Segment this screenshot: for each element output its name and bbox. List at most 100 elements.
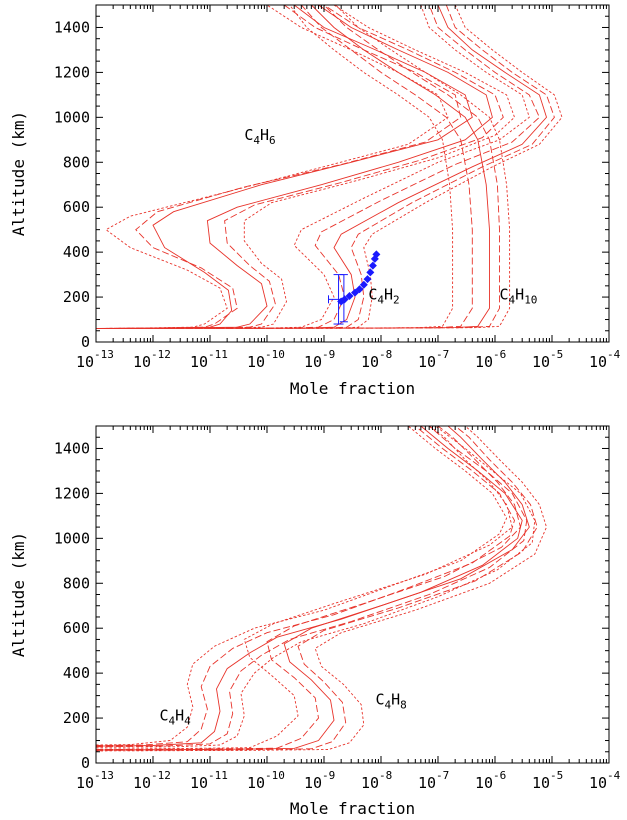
series-line-c4h2-solid-7 <box>96 5 547 329</box>
y-axis-label: Altitude (km) <box>9 111 28 236</box>
x-tick-label: 10 <box>304 353 322 371</box>
y-tick-label: 400 <box>63 664 90 682</box>
x-tick-label: 10 <box>475 774 493 792</box>
x-axis-label: Mole fraction <box>290 379 415 398</box>
series-line-c4h8-solid-6 <box>96 426 529 750</box>
y-tick-label: 800 <box>63 153 90 171</box>
plot-frame <box>96 426 609 763</box>
x-tick-label: 10 <box>190 353 208 371</box>
formula-text: C <box>244 126 253 144</box>
y-tick-label: 0 <box>81 754 90 772</box>
y-tick-label: 0 <box>81 333 90 351</box>
species-label-c4h4: C4H4 <box>159 706 191 727</box>
subscript: 2 <box>393 293 400 306</box>
y-tick-label: 1000 <box>54 108 90 126</box>
series-line-c4h10-dashed-14 <box>96 5 500 329</box>
x-tick-label: 10 <box>133 353 151 371</box>
series-line-c4h10-dotted-16 <box>96 5 510 329</box>
species-label-c4h8: C4H8 <box>375 691 406 712</box>
species-label-c4h10: C4H10 <box>500 285 538 306</box>
x-axis-label: Mole fraction <box>290 799 415 818</box>
y-tick-label: 200 <box>63 709 90 727</box>
tick-marks <box>96 426 609 763</box>
y-tick-label: 600 <box>63 619 90 637</box>
y-tick-label: 1400 <box>54 439 90 457</box>
series-line-c4h2-dashed-9 <box>96 5 554 329</box>
series-line-c4h2-dotted-11 <box>96 5 562 329</box>
x-tick-label: 10 <box>76 353 94 371</box>
series-line-c4h6-solid-2 <box>96 5 492 329</box>
series-line-c4h6-dotted-6 <box>96 5 515 329</box>
series-line-c4h10-dotted-15 <box>96 5 453 329</box>
observation-point-9 <box>369 262 377 270</box>
series-line-c4h10-dashed-13 <box>96 5 472 329</box>
series-line-c4h6-dashed-4 <box>96 5 503 329</box>
y-tick-label: 1000 <box>54 529 90 547</box>
series-group <box>96 426 547 751</box>
x-tick-label: 10 <box>361 774 379 792</box>
x-tick-exponent: -11 <box>208 769 228 782</box>
formula-text: H <box>391 691 400 709</box>
x-tick-exponent: -4 <box>607 348 621 361</box>
series-line-c4h4-dashed-2 <box>96 426 515 746</box>
x-tick-exponent: -7 <box>436 769 449 782</box>
formula-text: H <box>384 285 393 303</box>
x-tick-label: 10 <box>133 774 151 792</box>
formula-text: C <box>159 706 168 724</box>
x-tick-exponent: -9 <box>322 769 335 782</box>
x-tick-exponent: -10 <box>265 769 285 782</box>
series-line-c4h8-dotted-9 <box>96 426 512 749</box>
species-label-c4h2: C4H2 <box>368 285 399 306</box>
subscript: 10 <box>524 293 537 306</box>
subscript: 6 <box>269 134 276 147</box>
y-tick-label: 1200 <box>54 63 90 81</box>
x-tick-label: 10 <box>532 774 550 792</box>
chart-panel-2: 10 -13 10 -12 10 -11 10 -10 10 -9 10 -8 10 -7 10 -6 10 -5… <box>9 426 621 818</box>
chart-panel-1: 10 -13 10 -12 10 -11 10 -10 10 -9 10 -8 10 -7 10 -6 10 -5… <box>9 5 621 398</box>
x-tick-label: 10 <box>475 353 493 371</box>
series-line-c4h4-dotted-4 <box>96 426 507 745</box>
x-tick-exponent: -12 <box>151 769 171 782</box>
x-tick-exponent: -8 <box>379 769 392 782</box>
y-tick-label: 600 <box>63 198 90 216</box>
x-tick-label: 10 <box>532 353 550 371</box>
series-line-c4h8-dotted-10 <box>96 426 547 751</box>
formula-text: C <box>368 285 377 303</box>
subscript: 8 <box>400 699 407 712</box>
series-group <box>96 5 562 329</box>
x-tick-label: 10 <box>304 774 322 792</box>
x-tick-exponent: -6 <box>493 769 506 782</box>
y-tick-label: 800 <box>63 574 90 592</box>
x-tick-exponent: -8 <box>379 348 392 361</box>
series-line-c4h8-dashed-8 <box>96 426 537 750</box>
formula-text: C <box>500 285 509 303</box>
x-tick-label: 10 <box>361 353 379 371</box>
x-tick-exponent: -13 <box>94 348 114 361</box>
x-tick-label: 10 <box>190 774 208 792</box>
y-tick-label: 400 <box>63 243 90 261</box>
x-tick-label: 10 <box>247 353 265 371</box>
x-tick-exponent: -13 <box>94 769 114 782</box>
x-tick-label: 10 <box>589 353 607 371</box>
species-label-c4h6: C4H6 <box>244 126 275 147</box>
x-tick-label: 10 <box>589 774 607 792</box>
x-tick-exponent: -9 <box>322 348 335 361</box>
x-tick-exponent: -11 <box>208 348 228 361</box>
x-tick-label: 10 <box>418 353 436 371</box>
y-tick-label: 1200 <box>54 484 90 502</box>
x-tick-exponent: -12 <box>151 348 171 361</box>
y-tick-label: 200 <box>63 288 90 306</box>
series-line-c4h6-dotted-5 <box>96 5 448 329</box>
series-line-c4h4-dashed-3 <box>96 426 527 747</box>
y-axis-label: Altitude (km) <box>9 532 28 657</box>
subscript: 4 <box>184 714 191 727</box>
x-tick-label: 10 <box>76 774 94 792</box>
x-tick-exponent: -10 <box>265 348 285 361</box>
series-line-c4h4-solid-1 <box>96 426 522 746</box>
series-line-c4h2-dotted-10 <box>96 5 529 329</box>
formula-text: H <box>175 706 184 724</box>
formula-text: C <box>375 691 384 709</box>
x-tick-label: 10 <box>247 774 265 792</box>
y-tick-label: 1400 <box>54 18 90 36</box>
